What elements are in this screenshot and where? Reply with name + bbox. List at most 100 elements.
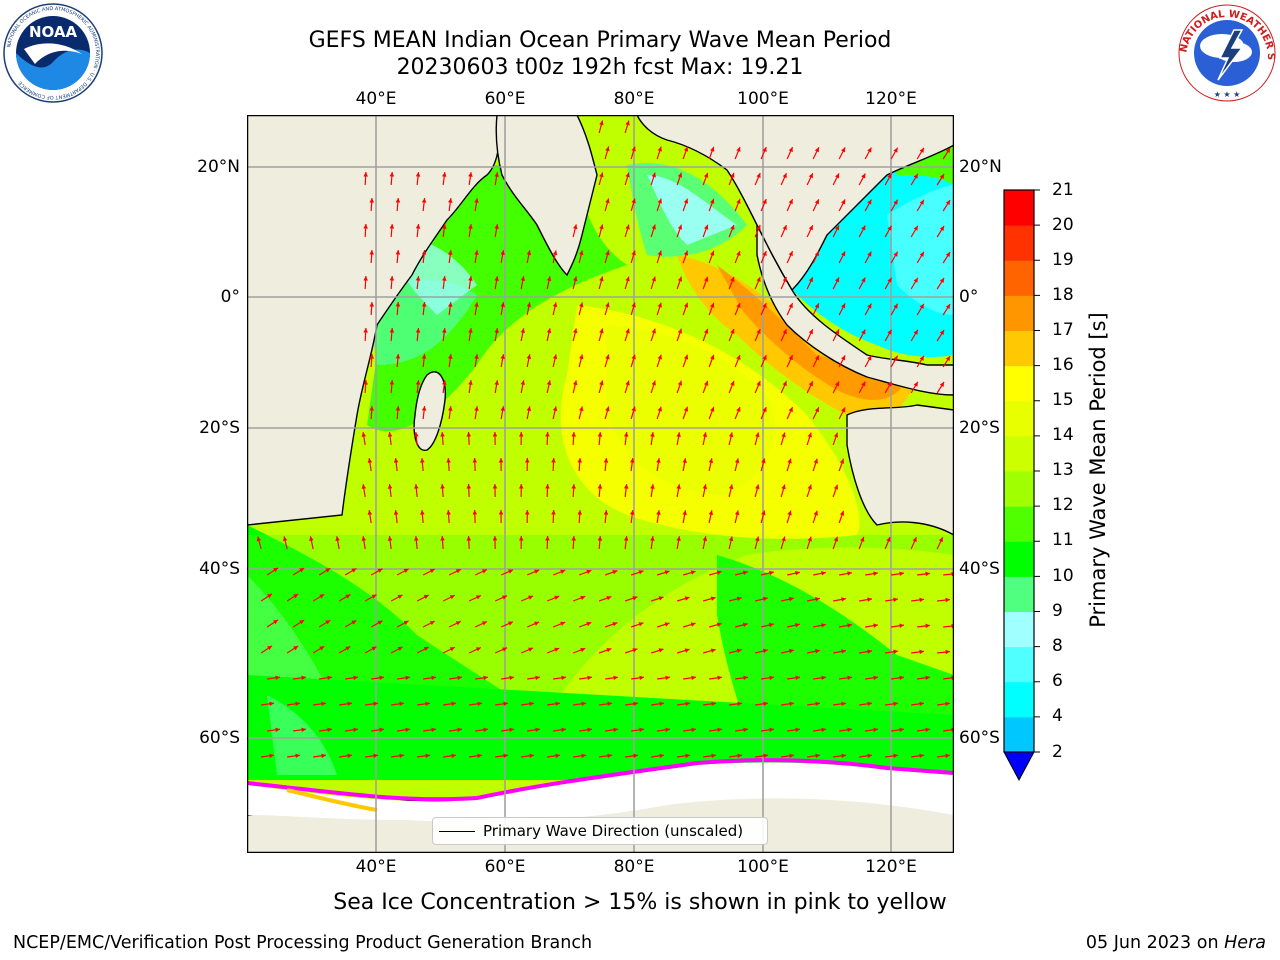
wave-arrow-head — [761, 458, 766, 464]
wave-arrow-head — [736, 198, 741, 204]
wave-arrow-head — [525, 458, 530, 463]
wave-arrow-head — [361, 484, 367, 489]
map-panel[interactable] — [246, 114, 955, 854]
wave-arrow-head — [925, 571, 931, 577]
wave-arrow-head — [919, 753, 925, 759]
colorbar-tick-label: 11 — [1052, 530, 1074, 550]
wave-arrow-head — [319, 594, 325, 599]
wave-arrow-head — [821, 675, 827, 681]
wave-arrow-head — [677, 276, 683, 282]
wave-arrow-head — [788, 355, 793, 361]
wave-arrow-head — [415, 380, 421, 385]
wave-arrow-head — [651, 172, 656, 178]
wave-arrow-head — [631, 406, 636, 412]
wave-arrow-head — [321, 753, 327, 759]
wave-arrow-head — [256, 536, 262, 542]
wave-arrow-head — [913, 277, 918, 283]
lat-tick-right: 20°N — [959, 157, 1002, 177]
wave-arrow-head — [509, 675, 515, 681]
wave-arrow-head — [273, 567, 279, 573]
wave-arrow-head — [945, 753, 951, 759]
wave-arrow-head — [708, 510, 714, 516]
wave-arrow-head — [919, 147, 924, 153]
map-title: GEFS MEAN Indian Ocean Primary Wave Mean… — [308, 28, 892, 53]
wave-arrow-head — [282, 536, 288, 542]
wave-arrow-head — [789, 701, 795, 707]
wave-arrow-head — [736, 354, 741, 360]
wave-arrow-head — [710, 406, 715, 412]
colorbar-tick-label: 14 — [1052, 425, 1074, 445]
wave-arrow-head — [813, 510, 818, 516]
colorbar-tick-label: 20 — [1052, 215, 1074, 235]
wave-arrow-head — [685, 701, 691, 707]
wave-arrow-head — [834, 225, 840, 231]
wave-arrow-head — [586, 569, 592, 575]
wave-arrow-head — [472, 510, 478, 515]
wave-arrow-head — [734, 510, 740, 516]
wave-arrow-head — [345, 646, 351, 651]
wave-arrow-head — [893, 355, 898, 361]
wave-arrow-head — [379, 727, 385, 733]
wave-arrow-head — [657, 250, 662, 256]
wave-arrow-head — [545, 484, 550, 489]
wave-arrow-head — [269, 753, 275, 759]
wave-arrow-head — [716, 622, 722, 627]
wave-arrow-head — [861, 173, 866, 179]
wave-arrow-head — [743, 675, 749, 681]
lat-tick-right: 0° — [959, 287, 979, 307]
wave-arrow-head — [631, 198, 636, 204]
wave-arrow-head — [703, 380, 709, 386]
wave-arrow-head — [703, 224, 709, 230]
wave-arrow-head — [451, 753, 457, 759]
wave-arrow-head — [631, 250, 636, 256]
lat-tick-left: 20°S — [199, 418, 240, 438]
lat-tick-right: 60°S — [959, 728, 1000, 748]
wave-arrow-head — [925, 727, 931, 733]
wave-arrow-head — [795, 675, 801, 681]
wave-arrow-head — [939, 381, 945, 387]
wave-arrow-head — [466, 432, 472, 437]
wave-arrow-head — [676, 536, 681, 541]
wave-arrow-head — [763, 701, 769, 707]
wave-arrow-head — [814, 147, 819, 153]
wave-arrow-head — [708, 458, 714, 464]
wave-arrow-head — [887, 329, 892, 335]
wave-arrow-head — [440, 432, 445, 437]
wave-arrow-head — [448, 354, 453, 359]
wave-arrow-head — [421, 250, 427, 255]
wave-arrow-head — [301, 727, 307, 733]
wave-arrow-head — [939, 277, 945, 283]
wave-arrow-head — [629, 510, 635, 515]
wave-arrow-head — [577, 458, 583, 463]
footer-host: Hera — [1224, 933, 1266, 953]
wave-arrow-head — [677, 224, 683, 230]
wave-arrow-head — [682, 458, 687, 463]
wave-arrow-head — [571, 484, 576, 489]
wave-arrow-head — [448, 198, 453, 203]
wave-arrow-head — [423, 595, 429, 600]
wave-arrow-head — [841, 251, 846, 257]
wave-arrow-head — [925, 675, 931, 681]
colorbar-tick-label: 2 — [1052, 742, 1063, 762]
wave-arrow-head — [351, 620, 357, 625]
wave-arrow-head — [690, 570, 696, 575]
wave-arrow-head — [683, 354, 689, 360]
wave-arrow-head — [483, 727, 489, 733]
wave-arrow-head — [599, 224, 604, 230]
wave-arrow-head — [503, 753, 509, 759]
wave-arrow-head — [597, 432, 603, 437]
wave-arrow-head — [893, 701, 899, 707]
wave-arrow-head — [795, 727, 801, 733]
wave-arrow-head — [639, 675, 645, 681]
wave-arrow-head — [474, 406, 479, 411]
wave-arrow-head — [579, 406, 584, 412]
wave-arrow-head — [807, 536, 812, 542]
wave-arrow-head — [841, 355, 846, 361]
wave-arrow-head — [656, 510, 661, 515]
wave-arrow-head — [841, 753, 847, 759]
colorbar-tick-label: 16 — [1052, 355, 1074, 375]
wave-arrow-head — [762, 251, 767, 257]
lat-tick-left: 0° — [220, 287, 240, 307]
wave-arrow-head — [684, 596, 690, 601]
wave-arrow-head — [389, 328, 395, 333]
